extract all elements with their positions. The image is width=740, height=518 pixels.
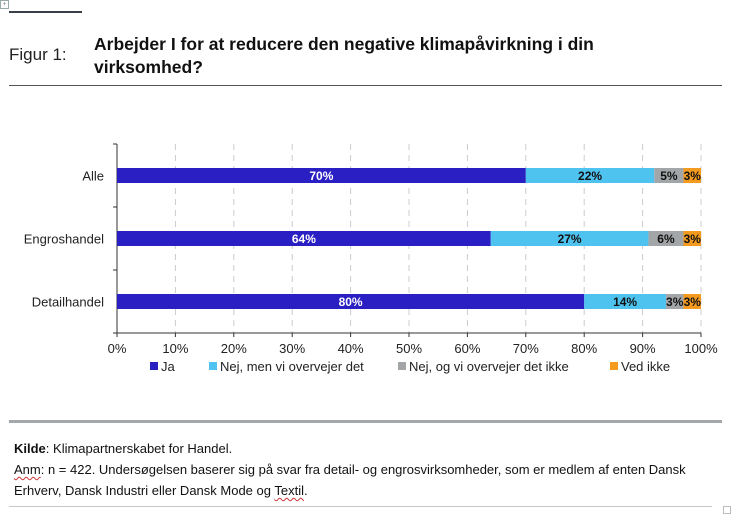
x-tick-label: 100% (684, 341, 718, 356)
note-flagged-word: Textil (274, 483, 304, 498)
x-tick-label: 50% (396, 341, 422, 356)
bar-segment (683, 168, 701, 183)
x-tick-label: 0% (108, 341, 127, 356)
data-label: 3% (684, 295, 702, 309)
note-line: Anm: n = 422. Undersøgelsen baserer sig … (14, 459, 724, 501)
data-label: 5% (660, 169, 678, 183)
category-label: Engroshandel (24, 232, 104, 247)
bar-segment (683, 231, 701, 246)
legend-swatch (209, 362, 217, 370)
bar-segment (654, 168, 684, 183)
bar-segment (490, 231, 649, 246)
data-label: 6% (657, 232, 675, 246)
data-label: 3% (684, 232, 702, 246)
data-label: 3% (684, 169, 702, 183)
note-text: : n = 422. Undersøgelsen baserer sig på … (14, 462, 686, 498)
bar-segment (117, 231, 491, 246)
data-label: 64% (292, 232, 316, 246)
data-label: 80% (339, 295, 363, 309)
bar-segment (665, 294, 684, 309)
data-label: 22% (578, 169, 602, 183)
x-tick-label: 20% (221, 341, 247, 356)
category-label: Alle (82, 169, 104, 184)
legend-label: Ja (161, 359, 176, 374)
source-text: : Klimapartnerskabet for Handel. (45, 441, 233, 456)
bar-segment (525, 168, 655, 183)
data-label: 3% (666, 295, 684, 309)
legend-label: Nej, og vi overvejer det ikke (409, 359, 569, 374)
source-label: Kilde (14, 441, 46, 456)
x-tick-label: 30% (279, 341, 305, 356)
move-handle-icon[interactable]: + (0, 0, 9, 9)
data-label: 27% (558, 232, 582, 246)
legend-swatch (610, 362, 618, 370)
note-label: Anm (14, 462, 41, 477)
resize-handle-icon[interactable] (723, 506, 731, 514)
footer-divider (9, 420, 722, 423)
bottom-divider (9, 506, 712, 507)
legend-label: Nej, men vi overvejer det (220, 359, 364, 374)
legend-swatch (398, 362, 406, 370)
x-tick-label: 90% (630, 341, 656, 356)
source-line: Kilde: Klimapartnerskabet for Handel. (14, 438, 724, 459)
top-rule (9, 11, 82, 13)
notes: Kilde: Klimapartnerskabet for Handel. An… (14, 438, 724, 501)
x-tick-label: 70% (513, 341, 539, 356)
x-tick-label: 10% (162, 341, 188, 356)
bar-segment (648, 231, 684, 246)
x-tick-label: 60% (454, 341, 480, 356)
title-divider (9, 85, 722, 86)
category-label: Detailhandel (32, 295, 104, 310)
bar-segment (117, 294, 585, 309)
bar-segment (683, 294, 701, 309)
bar-segment (117, 168, 526, 183)
note-end: . (303, 483, 308, 498)
bar-segment (584, 294, 666, 309)
legend-label: Ved ikke (621, 359, 670, 374)
x-tick-label: 40% (338, 341, 364, 356)
figure-label: Figur 1: (9, 45, 67, 64)
figure-title: Arbejder I for at reducere den negative … (94, 34, 594, 77)
data-label: 70% (309, 169, 333, 183)
x-tick-label: 80% (571, 341, 597, 356)
stacked-bar-chart: 0% 10% 20% 30% 40% 50% 60% 70% 80% 90% 100% Alle 70%… (24, 143, 718, 374)
legend-swatch (150, 362, 158, 370)
data-label: 14% (613, 295, 637, 309)
